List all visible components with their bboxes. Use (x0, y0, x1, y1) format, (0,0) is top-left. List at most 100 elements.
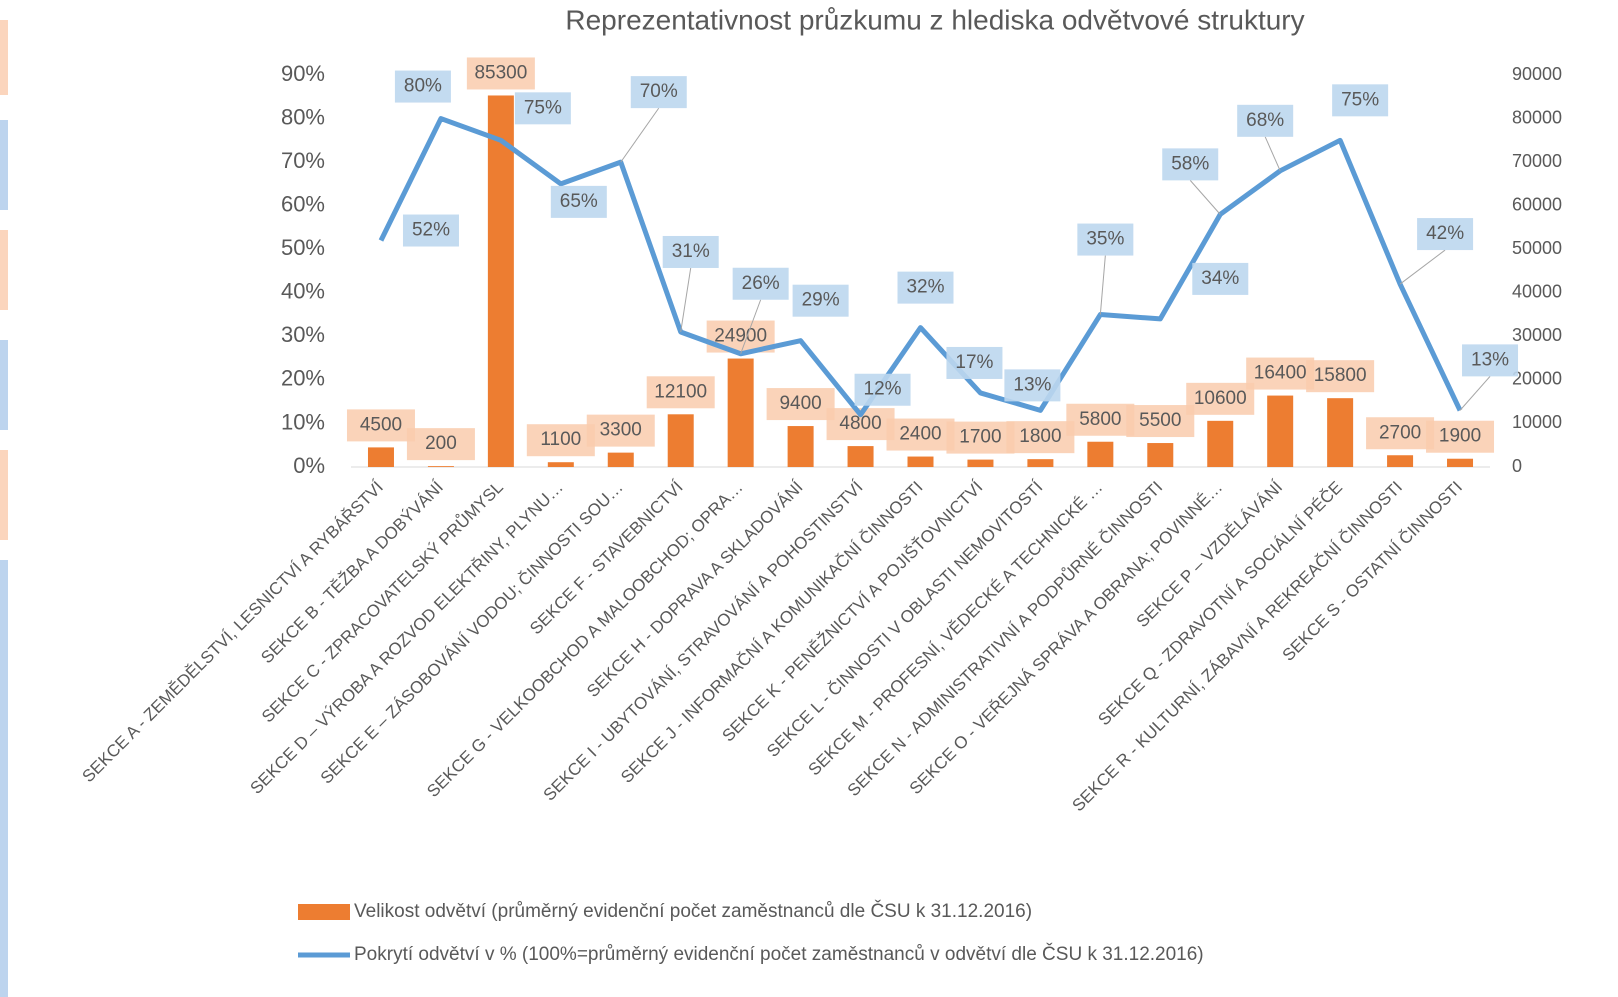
side-strip (0, 230, 8, 310)
y2-tick-label: 20000 (1512, 369, 1562, 389)
line-label: 34% (1201, 268, 1239, 289)
bar-label-box (346, 409, 415, 442)
y-tick-label: 60% (281, 191, 325, 216)
bar-label-box (1006, 421, 1075, 454)
legend-label: Velikost odvětví (průměrný evidenční poč… (354, 900, 1032, 922)
y2-tick-label: 0 (1512, 456, 1522, 476)
leader-line (620, 107, 660, 163)
y-tick-label: 80% (281, 104, 325, 129)
legend-swatch (298, 904, 350, 920)
y2-tick-label: 40000 (1512, 282, 1562, 302)
bar-label: 9400 (779, 393, 821, 414)
bar (1387, 455, 1414, 467)
leader-line (1264, 136, 1281, 172)
bar-label: 4800 (839, 413, 881, 434)
bar-label: 16400 (1254, 363, 1307, 384)
bar (787, 426, 814, 467)
chart-title: Reprezentativnost průzkumu z hlediska od… (565, 4, 1304, 35)
bar-label: 1800 (1019, 426, 1061, 447)
bar (667, 414, 694, 467)
line-label-box (662, 235, 719, 268)
bar-label: 15800 (1314, 365, 1367, 386)
bar (487, 95, 514, 468)
line-label-box (1417, 218, 1474, 251)
side-strip (0, 560, 8, 997)
bar-label: 85300 (474, 62, 527, 83)
bar-label: 10600 (1194, 388, 1247, 409)
legend-label: Pokrytí odvětví v % (100%=průměrný evide… (354, 943, 1204, 965)
line-label-box (1237, 104, 1294, 137)
y2-tick-label: 50000 (1512, 238, 1562, 258)
bar (1027, 459, 1054, 467)
line-label: 35% (1086, 229, 1124, 250)
line-label-box (946, 346, 1003, 379)
line-label-box (1192, 262, 1249, 295)
y2-tick-label: 30000 (1512, 325, 1562, 345)
bar (607, 452, 634, 467)
bar (847, 446, 874, 467)
line-label: 13% (1013, 374, 1051, 395)
bar-label: 5800 (1079, 409, 1121, 430)
line-label: 12% (864, 379, 902, 400)
bar-label: 2700 (1379, 422, 1421, 443)
bar (1327, 398, 1354, 467)
line-label-box (854, 373, 911, 406)
bar (907, 456, 934, 467)
bar-label-box (406, 428, 475, 461)
bar-label-box (1186, 382, 1255, 415)
line-label-box (1162, 148, 1219, 181)
bar-label-box (466, 57, 535, 90)
bar-label-box (586, 414, 655, 447)
bar (727, 358, 754, 467)
x-tick-label: SEKCE L - ČINNOSTI V OBLASTI NEMOVITOSTÍ (763, 477, 1046, 760)
y2-tick-label: 60000 (1512, 194, 1562, 214)
bar-label-box (1246, 357, 1315, 390)
bar-label: 1900 (1439, 426, 1481, 447)
bar-label-box (766, 388, 835, 421)
bar-label-box (526, 424, 595, 457)
bar-label-box (1126, 405, 1195, 438)
line-label: 29% (802, 290, 840, 311)
leader-line (1399, 249, 1446, 285)
bar-label-box (1426, 420, 1495, 453)
y-tick-label: 0% (293, 453, 325, 478)
y2-tick-label: 10000 (1512, 412, 1562, 432)
bar-label: 24900 (714, 326, 767, 347)
bar-label: 2400 (899, 424, 941, 445)
bar-label-box (1066, 403, 1135, 436)
y-tick-label: 50% (281, 235, 325, 260)
bar-label-box (946, 421, 1015, 454)
bar (547, 462, 574, 467)
bar-label-box (646, 376, 715, 409)
bar (1207, 420, 1234, 467)
line-label-box (1332, 84, 1389, 117)
bar (1147, 443, 1174, 467)
y2-tick-label: 90000 (1512, 64, 1562, 84)
line-label-box (394, 70, 451, 103)
side-strip (0, 450, 8, 540)
y-tick-label: 70% (281, 148, 325, 173)
side-strip (0, 120, 8, 210)
bar (1267, 395, 1294, 467)
y-tick-label: 10% (281, 409, 325, 434)
bar (1447, 458, 1474, 467)
line-label: 80% (404, 76, 442, 97)
line-label: 68% (1246, 110, 1284, 131)
bar (367, 447, 394, 467)
bar-label: 1100 (540, 429, 581, 450)
line-label: 75% (1341, 89, 1379, 110)
bar (967, 459, 994, 467)
line-label: 65% (560, 191, 598, 212)
line-label-box (897, 271, 954, 304)
leader-line (1189, 180, 1221, 215)
leader-line (680, 267, 692, 333)
bar (1087, 441, 1114, 467)
line-label-box (1004, 369, 1061, 402)
line-label: 52% (412, 220, 450, 241)
y-tick-label: 90% (281, 61, 325, 86)
y-tick-label: 30% (281, 322, 325, 347)
line-label-box (550, 185, 607, 218)
y-tick-label: 40% (281, 279, 325, 304)
line-label: 17% (955, 352, 993, 373)
